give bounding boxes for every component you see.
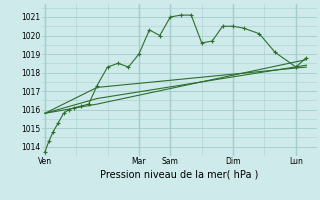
X-axis label: Pression niveau de la mer( hPa ): Pression niveau de la mer( hPa )	[100, 169, 258, 179]
